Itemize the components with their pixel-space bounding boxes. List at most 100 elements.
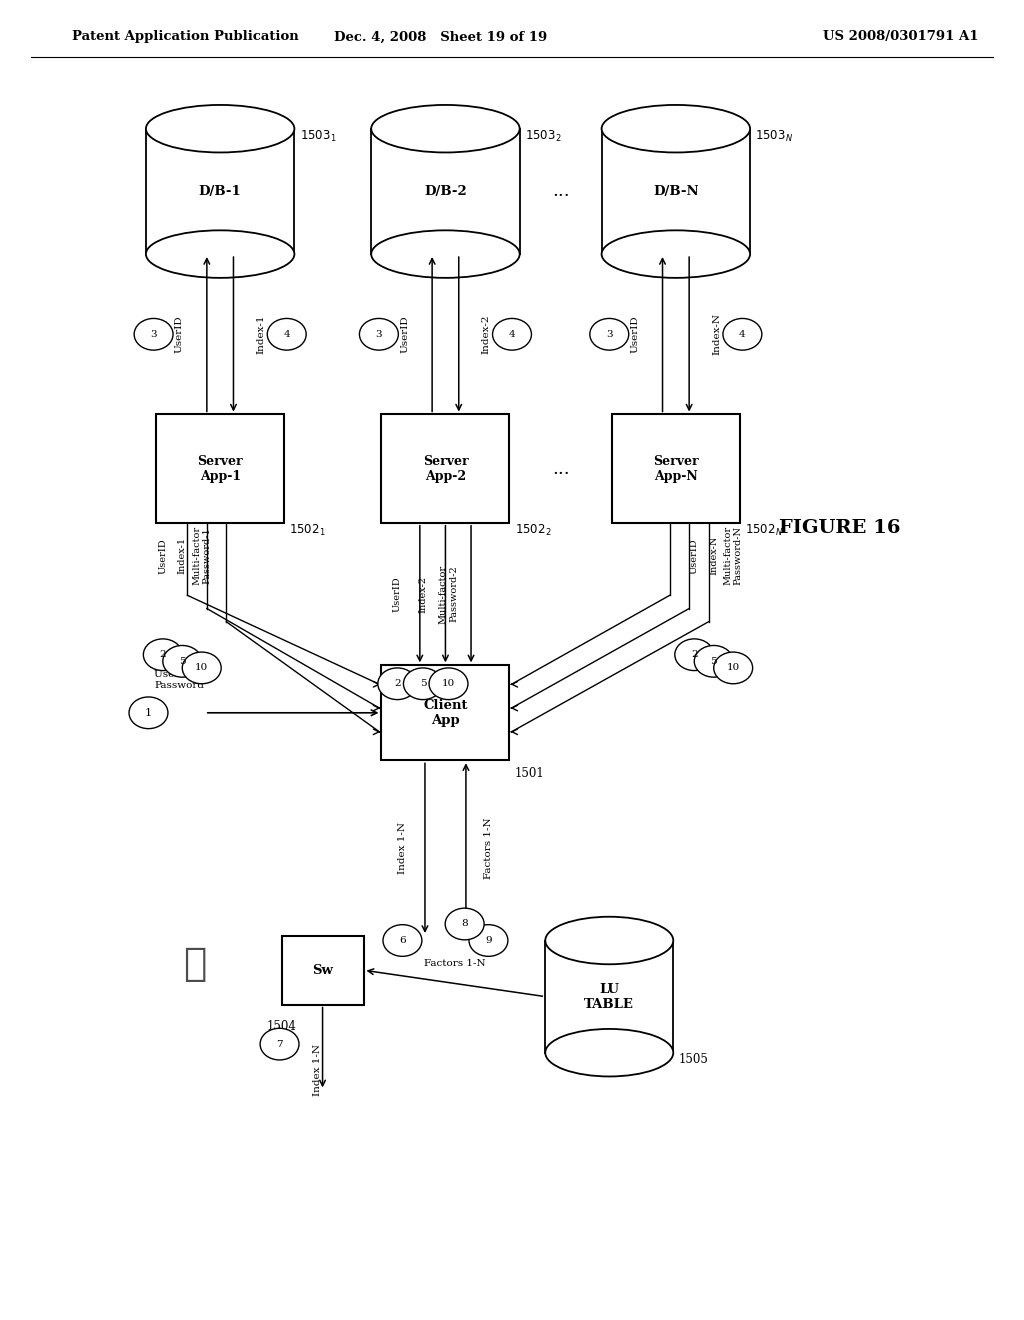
- Bar: [156, 414, 284, 523]
- Ellipse shape: [545, 916, 674, 964]
- Ellipse shape: [601, 106, 750, 153]
- Ellipse shape: [378, 668, 417, 700]
- Ellipse shape: [267, 318, 306, 350]
- Text: Patent Application Publication: Patent Application Publication: [72, 30, 298, 44]
- Text: 1505: 1505: [678, 1053, 709, 1065]
- Polygon shape: [371, 129, 519, 253]
- Text: Index-1: Index-1: [178, 537, 186, 574]
- Ellipse shape: [723, 318, 762, 350]
- Ellipse shape: [601, 230, 750, 277]
- Text: 5: 5: [420, 680, 426, 688]
- Text: 9: 9: [485, 936, 492, 945]
- Text: Index-N: Index-N: [710, 536, 718, 576]
- Ellipse shape: [146, 230, 295, 277]
- Ellipse shape: [371, 106, 519, 153]
- Text: UserID &
Password: UserID & Password: [155, 671, 204, 689]
- Text: $1502_2$: $1502_2$: [514, 523, 551, 537]
- Text: Index-2: Index-2: [419, 576, 427, 612]
- Text: Server
App-N: Server App-N: [653, 454, 698, 483]
- Ellipse shape: [714, 652, 753, 684]
- Text: 3: 3: [606, 330, 612, 339]
- Text: FIGURE 16: FIGURE 16: [779, 519, 900, 537]
- Ellipse shape: [469, 924, 508, 956]
- Text: Index-1: Index-1: [257, 314, 265, 354]
- Text: 10: 10: [727, 664, 739, 672]
- Polygon shape: [602, 129, 750, 253]
- Ellipse shape: [590, 318, 629, 350]
- Text: $1503_1$: $1503_1$: [299, 129, 336, 144]
- Ellipse shape: [545, 1030, 674, 1077]
- Text: ...: ...: [552, 182, 570, 201]
- Text: Server
App-1: Server App-1: [198, 454, 243, 483]
- Text: 4: 4: [509, 330, 515, 339]
- Text: Factors 1-N: Factors 1-N: [424, 960, 485, 968]
- Ellipse shape: [129, 697, 168, 729]
- Text: 6: 6: [399, 936, 406, 945]
- Text: $1503_N$: $1503_N$: [756, 129, 794, 144]
- Ellipse shape: [371, 230, 519, 277]
- Text: UserID: UserID: [690, 539, 698, 573]
- Text: $1502_1$: $1502_1$: [289, 523, 326, 537]
- Ellipse shape: [182, 652, 221, 684]
- Text: UserID: UserID: [393, 577, 401, 611]
- Text: 5: 5: [179, 657, 185, 665]
- Text: 2: 2: [691, 651, 697, 659]
- Text: Multi-factor
Password-1: Multi-factor Password-1: [193, 527, 211, 585]
- Ellipse shape: [143, 639, 182, 671]
- Text: 1: 1: [145, 708, 152, 718]
- Ellipse shape: [694, 645, 733, 677]
- Text: 2: 2: [394, 680, 400, 688]
- Text: 3: 3: [376, 330, 382, 339]
- Text: US 2008/0301791 A1: US 2008/0301791 A1: [823, 30, 979, 44]
- Ellipse shape: [383, 924, 422, 956]
- Text: Client
App: Client App: [423, 698, 468, 727]
- Text: D/B-N: D/B-N: [653, 185, 698, 198]
- Polygon shape: [146, 129, 295, 253]
- Text: Index 1-N: Index 1-N: [313, 1044, 322, 1096]
- Text: $1503_2$: $1503_2$: [524, 129, 561, 144]
- Bar: [612, 414, 739, 523]
- Text: Index-N: Index-N: [713, 313, 721, 355]
- Text: Server
App-2: Server App-2: [423, 454, 468, 483]
- Text: 7: 7: [276, 1040, 283, 1048]
- Text: ...: ...: [552, 459, 570, 478]
- Bar: [381, 414, 510, 523]
- Ellipse shape: [445, 908, 484, 940]
- Text: UserID: UserID: [631, 315, 639, 354]
- Text: Dec. 4, 2008   Sheet 19 of 19: Dec. 4, 2008 Sheet 19 of 19: [334, 30, 547, 44]
- Text: 4: 4: [739, 330, 745, 339]
- Text: UserID: UserID: [175, 315, 183, 354]
- Text: UserID: UserID: [400, 315, 409, 354]
- Text: Sw: Sw: [312, 964, 333, 977]
- Text: 5: 5: [711, 657, 717, 665]
- Text: D/B-1: D/B-1: [199, 185, 242, 198]
- Ellipse shape: [429, 668, 468, 700]
- Text: $1502_N$: $1502_N$: [745, 523, 783, 537]
- Ellipse shape: [260, 1028, 299, 1060]
- Text: Multi-factor
Password-2: Multi-factor Password-2: [439, 565, 458, 623]
- Text: Index-2: Index-2: [482, 314, 490, 354]
- Text: Multi-factor
Password-N: Multi-factor Password-N: [724, 527, 742, 585]
- Text: 10: 10: [442, 680, 455, 688]
- Text: 1501: 1501: [514, 767, 545, 780]
- Text: Index 1-N: Index 1-N: [398, 822, 407, 874]
- Ellipse shape: [134, 318, 173, 350]
- Ellipse shape: [403, 668, 442, 700]
- Bar: [381, 665, 510, 760]
- Text: 3: 3: [151, 330, 157, 339]
- Text: 10: 10: [196, 664, 208, 672]
- Text: UserID: UserID: [159, 539, 167, 573]
- Ellipse shape: [359, 318, 398, 350]
- Polygon shape: [545, 940, 674, 1053]
- Text: 4: 4: [284, 330, 290, 339]
- Ellipse shape: [146, 106, 295, 153]
- Text: 1504: 1504: [266, 1020, 297, 1034]
- Ellipse shape: [163, 645, 202, 677]
- Text: Factors 1-N: Factors 1-N: [484, 817, 493, 879]
- Text: D/B-2: D/B-2: [424, 185, 467, 198]
- Ellipse shape: [675, 639, 714, 671]
- Ellipse shape: [493, 318, 531, 350]
- Text: ✋: ✋: [183, 945, 206, 982]
- Text: 2: 2: [160, 651, 166, 659]
- Bar: [282, 936, 364, 1005]
